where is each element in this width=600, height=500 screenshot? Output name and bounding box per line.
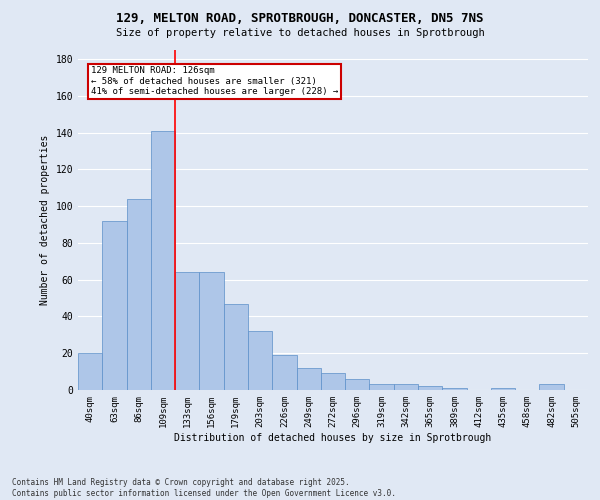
Bar	[394, 384, 418, 390]
Bar	[491, 388, 515, 390]
X-axis label: Distribution of detached houses by size in Sprotbrough: Distribution of detached houses by size …	[175, 432, 491, 442]
Bar	[102, 221, 127, 390]
Bar	[224, 304, 248, 390]
Text: 129, MELTON ROAD, SPROTBROUGH, DONCASTER, DN5 7NS: 129, MELTON ROAD, SPROTBROUGH, DONCASTER…	[116, 12, 484, 26]
Bar	[78, 353, 102, 390]
Bar	[321, 374, 345, 390]
Bar	[151, 131, 175, 390]
Bar	[370, 384, 394, 390]
Bar	[442, 388, 467, 390]
Bar	[418, 386, 442, 390]
Bar	[539, 384, 564, 390]
Text: Size of property relative to detached houses in Sprotbrough: Size of property relative to detached ho…	[116, 28, 484, 38]
Bar	[127, 199, 151, 390]
Bar	[248, 331, 272, 390]
Bar	[296, 368, 321, 390]
Text: Contains HM Land Registry data © Crown copyright and database right 2025.
Contai: Contains HM Land Registry data © Crown c…	[12, 478, 396, 498]
Text: 129 MELTON ROAD: 126sqm
← 58% of detached houses are smaller (321)
41% of semi-d: 129 MELTON ROAD: 126sqm ← 58% of detache…	[91, 66, 338, 96]
Bar	[199, 272, 224, 390]
Y-axis label: Number of detached properties: Number of detached properties	[40, 135, 50, 305]
Bar	[175, 272, 199, 390]
Bar	[272, 355, 296, 390]
Bar	[345, 379, 370, 390]
